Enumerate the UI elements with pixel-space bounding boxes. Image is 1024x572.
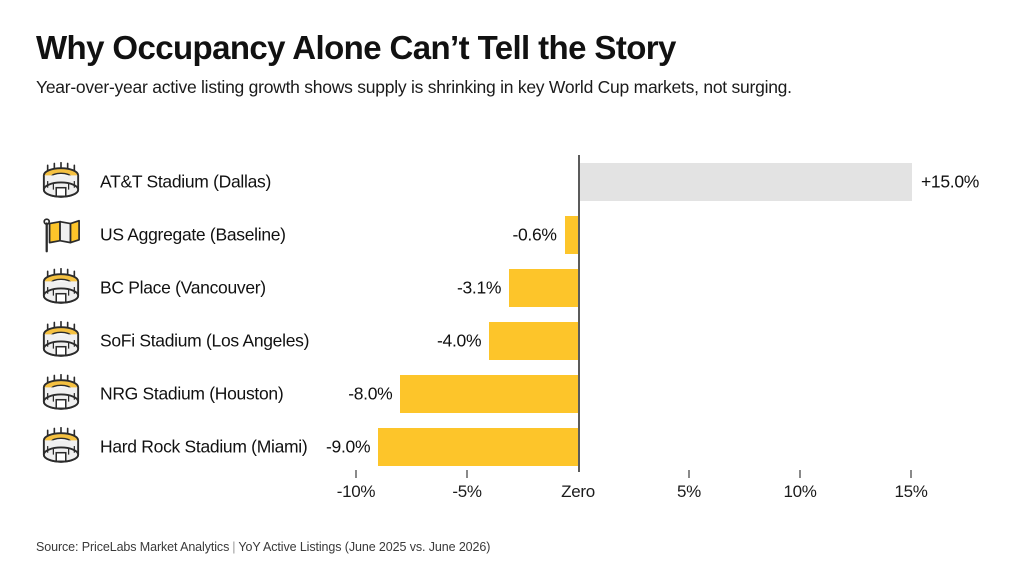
bar-category-label: US Aggregate (Baseline) xyxy=(100,224,286,244)
table-row[interactable]: SoFi Stadium (Los Angeles) -4.0% xyxy=(0,314,1024,367)
chart-footer: Source: PriceLabs Market Analytics | YoY A… xyxy=(36,540,490,554)
bar-value-label: +15.0% xyxy=(921,171,980,191)
bar-category-label: NRG Stadium (Houston) xyxy=(100,383,284,403)
bar[interactable] xyxy=(400,374,578,413)
bar-category-label: Hard Rock Stadium (Miami) xyxy=(100,436,308,456)
bar-category-label: AT&T Stadium (Dallas) xyxy=(100,171,272,191)
table-row[interactable]: Hard Rock Stadium (Miami) -9.0% xyxy=(0,420,1024,473)
bar-value-label: -4.0% xyxy=(436,330,482,350)
bar[interactable] xyxy=(489,321,578,360)
table-row[interactable]: US Aggregate (Baseline) -0.6% xyxy=(0,208,1024,261)
zero-axis-line xyxy=(578,155,580,472)
footer-separator: | xyxy=(232,540,236,554)
axis-tick-mark xyxy=(466,470,468,478)
axis-tick-mark xyxy=(688,470,690,478)
stadium-icon xyxy=(38,426,84,467)
bar-value-label: -9.0% xyxy=(325,436,371,456)
bar[interactable] xyxy=(378,427,578,466)
bar-category-label: SoFi Stadium (Los Angeles) xyxy=(100,330,310,350)
table-row[interactable]: AT&T Stadium (Dallas) +15.0% xyxy=(0,155,1024,208)
axis-tick-mark xyxy=(910,470,912,478)
footer-detail: YoY Active Listings (June 2025 vs. June … xyxy=(238,540,491,554)
stadium-icon xyxy=(38,161,84,202)
chart-header: Why Occupancy Alone Can’t Tell the Story… xyxy=(36,28,996,98)
bar[interactable] xyxy=(509,268,578,307)
axis-tick-mark xyxy=(799,470,801,478)
axis-tick-mark xyxy=(355,470,357,478)
page-title: Why Occupancy Alone Can’t Tell the Story xyxy=(36,29,676,66)
chart-plot-area: AT&T Stadium (Dallas) +15.0% US Aggregate… xyxy=(0,150,1024,480)
axis-tick-label: 5% xyxy=(677,482,701,501)
axis-tick-label: -10% xyxy=(336,482,376,501)
stadium-icon xyxy=(38,267,84,308)
bar-value-label: -8.0% xyxy=(348,383,393,403)
axis-tick-label: -5% xyxy=(452,482,482,501)
page-subtitle: Year-over-year active listing growth sho… xyxy=(36,77,792,97)
axis-tick-label: 10% xyxy=(783,482,817,501)
bar-category-label: BC Place (Vancouver) xyxy=(100,277,266,297)
bar-value-label: -0.6% xyxy=(512,224,557,244)
x-axis: -10% -5% Zero 5% 10% 15% xyxy=(0,470,1024,510)
flag-icon xyxy=(38,215,84,255)
footer-source: Source: PriceLabs Market Analytics xyxy=(36,540,230,554)
stadium-icon xyxy=(38,320,84,361)
table-row[interactable]: BC Place (Vancouver) -3.1% xyxy=(0,261,1024,314)
bar[interactable] xyxy=(579,162,912,201)
stadium-icon xyxy=(38,373,84,414)
axis-tick-label: Zero xyxy=(561,482,595,501)
axis-tick-label: 15% xyxy=(894,482,928,501)
bar[interactable] xyxy=(564,215,578,254)
bar-value-label: -3.1% xyxy=(456,277,502,297)
table-row[interactable]: NRG Stadium (Houston) -8.0% xyxy=(0,367,1024,420)
